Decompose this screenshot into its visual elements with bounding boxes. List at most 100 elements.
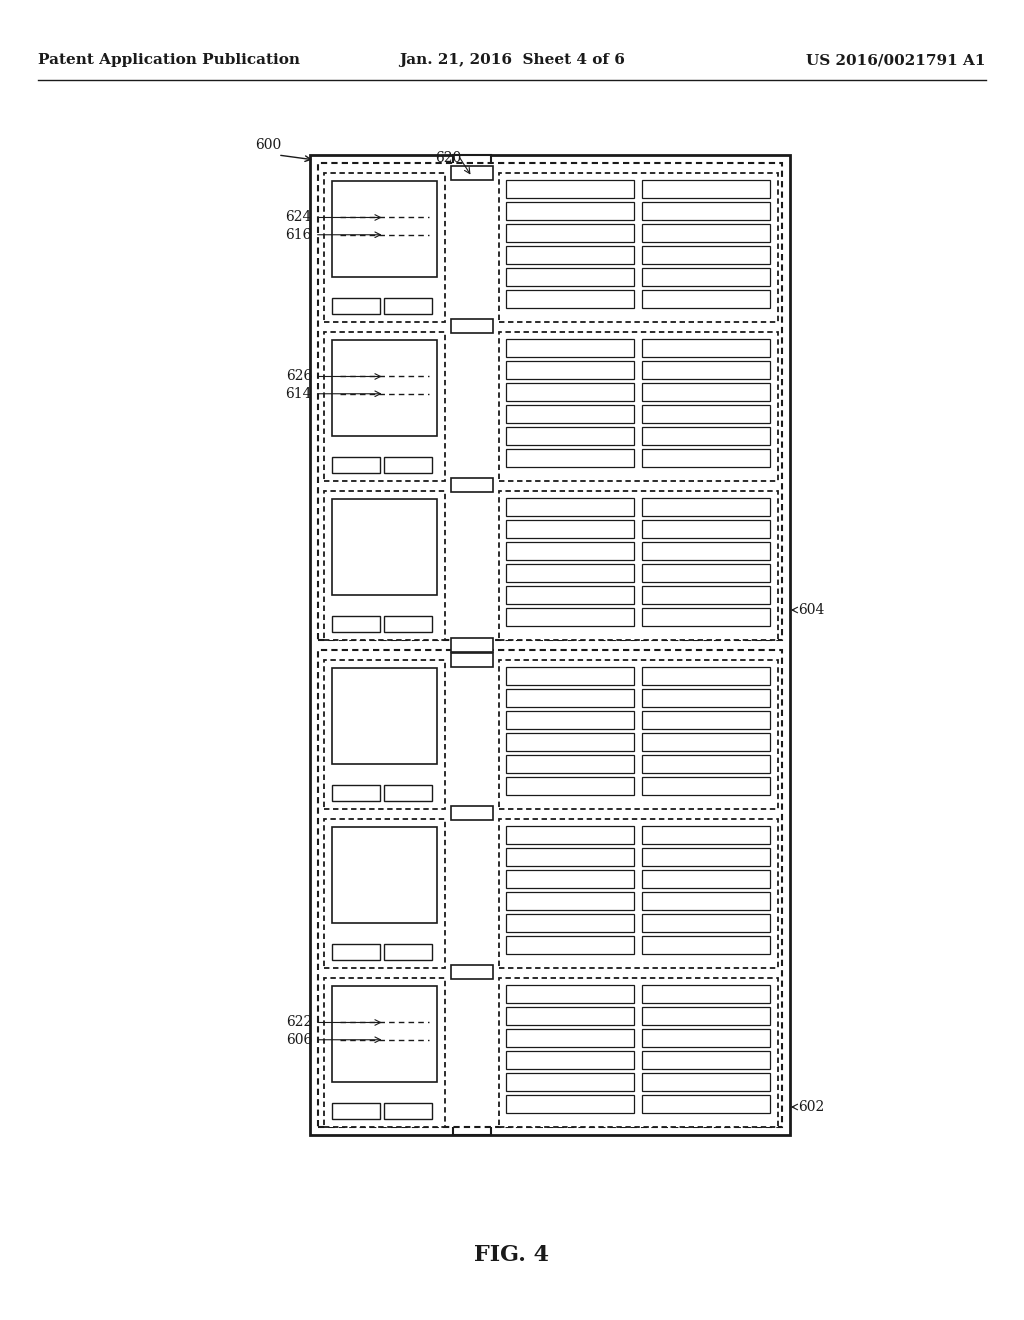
Bar — [506, 826, 634, 843]
Bar — [642, 777, 770, 795]
Bar — [332, 341, 437, 436]
Bar — [642, 936, 770, 954]
Bar — [506, 224, 634, 242]
Text: 616: 616 — [286, 228, 381, 242]
Bar — [506, 268, 634, 286]
Bar — [506, 383, 634, 401]
Bar — [642, 1051, 770, 1069]
Bar — [451, 166, 493, 180]
Bar — [642, 543, 770, 560]
Bar — [384, 944, 432, 960]
Text: 606: 606 — [286, 1032, 381, 1047]
Bar — [499, 660, 778, 809]
Text: Jan. 21, 2016  Sheet 4 of 6: Jan. 21, 2016 Sheet 4 of 6 — [399, 53, 625, 67]
Bar — [506, 520, 634, 539]
Bar — [642, 913, 770, 932]
Bar — [451, 807, 493, 820]
Bar — [384, 298, 432, 314]
Bar — [642, 246, 770, 264]
Bar — [506, 1051, 634, 1069]
Bar — [642, 383, 770, 401]
Bar — [332, 828, 437, 923]
Bar — [506, 1096, 634, 1113]
Bar — [642, 360, 770, 379]
Bar — [642, 755, 770, 774]
Text: 622: 622 — [286, 1015, 381, 1030]
Bar — [310, 154, 790, 1135]
Bar — [642, 405, 770, 422]
Bar — [506, 1030, 634, 1047]
Bar — [642, 1007, 770, 1026]
Text: 626: 626 — [286, 370, 381, 384]
Bar — [642, 733, 770, 751]
Text: FIG. 4: FIG. 4 — [474, 1243, 550, 1266]
Bar — [453, 154, 490, 1135]
Bar — [499, 818, 778, 968]
Bar — [506, 936, 634, 954]
Bar — [332, 944, 380, 960]
Text: 600: 600 — [255, 139, 282, 152]
Bar — [506, 667, 634, 685]
Bar — [506, 913, 634, 932]
Bar — [318, 649, 782, 1127]
Bar — [642, 224, 770, 242]
Bar — [384, 616, 432, 632]
Bar — [642, 290, 770, 308]
Bar — [642, 564, 770, 582]
Bar — [506, 755, 634, 774]
Bar — [642, 586, 770, 605]
Text: 620: 620 — [435, 150, 461, 165]
Bar — [324, 173, 445, 322]
Bar — [506, 202, 634, 220]
Bar — [506, 246, 634, 264]
Bar — [642, 847, 770, 866]
Text: 602: 602 — [798, 1100, 824, 1114]
Bar — [506, 498, 634, 516]
Bar — [506, 586, 634, 605]
Bar — [451, 653, 493, 667]
Text: 624: 624 — [286, 210, 381, 224]
Bar — [642, 180, 770, 198]
Bar — [642, 1030, 770, 1047]
Bar — [384, 1104, 432, 1119]
Bar — [642, 202, 770, 220]
Bar — [499, 978, 778, 1127]
Bar — [506, 360, 634, 379]
Bar — [332, 1104, 380, 1119]
Bar — [642, 498, 770, 516]
Bar — [642, 689, 770, 708]
Bar — [499, 333, 778, 480]
Text: 604: 604 — [798, 603, 824, 616]
Bar — [506, 543, 634, 560]
Bar — [642, 667, 770, 685]
Bar — [506, 847, 634, 866]
Bar — [506, 711, 634, 729]
Bar — [506, 777, 634, 795]
Bar — [384, 785, 432, 801]
Bar — [642, 985, 770, 1003]
Text: Patent Application Publication: Patent Application Publication — [38, 53, 300, 67]
Bar — [506, 985, 634, 1003]
Bar — [451, 478, 493, 492]
Bar — [332, 986, 437, 1082]
Bar — [332, 181, 437, 277]
Bar — [642, 892, 770, 909]
Bar — [642, 339, 770, 356]
Bar — [642, 426, 770, 445]
Bar — [506, 564, 634, 582]
Bar — [324, 978, 445, 1127]
Bar — [324, 660, 445, 809]
Bar — [506, 870, 634, 888]
Bar — [506, 1073, 634, 1092]
Bar — [332, 616, 380, 632]
Bar — [642, 711, 770, 729]
Bar — [506, 733, 634, 751]
Bar — [506, 290, 634, 308]
Bar — [324, 333, 445, 480]
Bar — [332, 668, 437, 764]
Bar — [506, 180, 634, 198]
Bar — [324, 818, 445, 968]
Bar — [506, 689, 634, 708]
Text: 614: 614 — [286, 387, 381, 401]
Bar — [642, 609, 770, 626]
